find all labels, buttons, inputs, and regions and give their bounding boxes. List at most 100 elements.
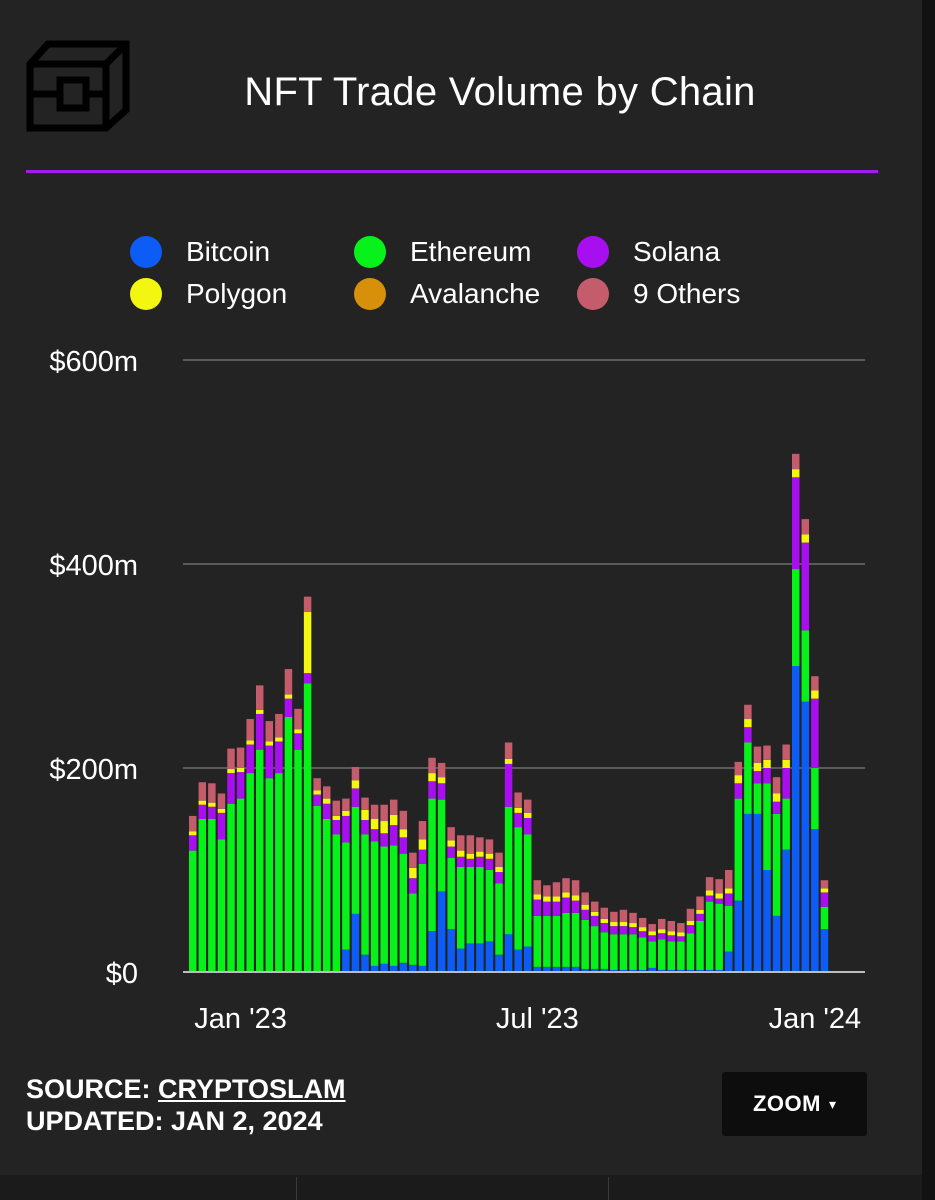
zoom-button[interactable]: ZOOM ▾: [722, 1072, 867, 1136]
bar-segment-ethereum: [342, 842, 350, 950]
bar-segment-ethereum: [533, 915, 542, 967]
bar-segment-ethereum: [792, 569, 800, 666]
bar-segment-solana: [256, 713, 264, 750]
bar-segment-polygon: [571, 895, 580, 901]
chart-footer: SOURCE: CRYPTOSLAM UPDATED: JAN 2, 2024: [26, 1073, 346, 1137]
legend-item-bitcoin[interactable]: Bitcoin: [130, 232, 270, 272]
bar-segment-solana: [409, 878, 417, 894]
bar-segment-bitcoin: [562, 966, 570, 972]
bar-segment-bitcoin: [524, 946, 532, 972]
updated-line: UPDATED: JAN 2, 2024: [26, 1106, 323, 1136]
bar-segment-9-others: [562, 878, 570, 893]
legend-label-bitcoin: Bitcoin: [186, 236, 271, 267]
bar-segment-ethereum: [619, 934, 628, 970]
bar-segment-bitcoin: [351, 913, 360, 972]
bar-segment-ethereum: [380, 846, 388, 964]
bar-segment-ethereum: [715, 903, 723, 970]
bar-segment-9-others: [696, 896, 704, 910]
bar-segment-9-others: [600, 907, 609, 919]
bar-segment-ethereum: [189, 850, 197, 972]
legend-item-polygon[interactable]: Polygon: [130, 274, 287, 314]
bar-segment-ethereum: [275, 773, 283, 972]
bar-segment-ethereum: [265, 778, 274, 972]
bar-segment-polygon: [294, 729, 302, 734]
bar-segment-9-others: [504, 742, 513, 759]
legend-label-ethereum: Ethereum: [410, 236, 532, 267]
bar-segment-9-others: [227, 748, 235, 770]
bar-segment-9-others: [217, 793, 226, 809]
legend-item-ethereum[interactable]: Ethereum: [354, 232, 531, 272]
bar-segment-9-others: [792, 453, 800, 470]
bar-segment-solana: [667, 935, 676, 942]
bar-segment-bitcoin: [658, 969, 666, 972]
legend-label-polygon: Polygon: [186, 278, 288, 309]
bar-segment-9-others: [753, 746, 762, 763]
bar-segment-polygon: [466, 853, 475, 859]
bar-segment-polygon: [485, 853, 494, 859]
bar-segment-solana: [763, 768, 771, 784]
legend-swatch-ethereum: [354, 236, 386, 268]
bar-segment-solana: [428, 781, 436, 799]
bar-segment-polygon: [552, 896, 561, 902]
bar-segment-polygon: [581, 904, 589, 910]
bar-segment-solana: [189, 835, 197, 851]
bar-segment-9-others: [638, 917, 647, 928]
bar-segment-ethereum: [581, 919, 589, 969]
bar-segment-9-others: [342, 798, 350, 811]
bar-segment-polygon: [409, 867, 417, 879]
bar-segment-9-others: [428, 757, 436, 774]
bar-segment-9-others: [351, 766, 360, 781]
bar-segment-9-others: [734, 761, 743, 776]
bar-segment-solana: [466, 858, 475, 867]
bar-segment-bitcoin: [543, 966, 551, 972]
bar-segment-ethereum: [734, 798, 743, 901]
bar-segment-9-others: [447, 827, 455, 841]
bar-segment-solana: [447, 846, 455, 858]
bar-segment-bitcoin: [667, 969, 676, 972]
bar-segment-ethereum: [763, 783, 771, 870]
legend-item-avalanche[interactable]: Avalanche: [354, 274, 540, 314]
bar-segment-9-others: [275, 713, 283, 738]
bar-segment-solana: [514, 812, 522, 828]
bar-segment-bitcoin: [504, 934, 513, 972]
bar-segment-solana: [399, 837, 408, 854]
bar-segment-9-others: [303, 596, 312, 612]
bar-segment-polygon: [189, 831, 197, 836]
x-tick-label: Jan '23: [194, 1003, 287, 1035]
legend-swatch-others: [577, 278, 609, 310]
bar-segment-ethereum: [648, 941, 656, 968]
bar-segment-9-others: [457, 835, 465, 851]
bar-segment-9-others: [744, 704, 752, 720]
bar-segment-ethereum: [428, 798, 436, 932]
bar-segment-bitcoin: [514, 949, 522, 972]
bar-segment-polygon: [725, 888, 733, 894]
bar-segment-solana: [562, 897, 570, 913]
bar-segment-ethereum: [332, 834, 341, 972]
bar-segment-polygon: [648, 931, 656, 936]
bar-segment-bitcoin: [753, 813, 762, 972]
bar-segment-ethereum: [801, 630, 810, 702]
bar-segment-bitcoin: [581, 968, 589, 972]
legend-item-solana[interactable]: Solana: [577, 232, 720, 272]
bar-segment-polygon: [811, 690, 819, 699]
bar-segment-polygon: [457, 850, 465, 857]
bar-segment-polygon: [782, 759, 790, 768]
bar-segment-ethereum: [495, 883, 503, 955]
bar-segment-polygon: [715, 893, 723, 899]
source-link[interactable]: CRYPTOSLAM: [158, 1074, 346, 1104]
bar-segment-solana: [638, 931, 647, 938]
bar-segment-polygon: [610, 922, 618, 927]
bar-segment-polygon: [658, 929, 666, 934]
bar-segment-bitcoin: [725, 951, 733, 972]
bar-segment-bitcoin: [715, 969, 723, 972]
bar-segment-polygon: [820, 888, 829, 893]
bar-segment-solana: [744, 727, 752, 743]
bar-segment-9-others: [552, 882, 561, 897]
legend-item-others[interactable]: 9 Others: [577, 274, 740, 314]
bar-segment-ethereum: [284, 717, 293, 972]
bar-segment-polygon: [323, 798, 331, 804]
bar-segment-9-others: [524, 799, 532, 813]
chevron-down-icon: ▾: [828, 1095, 837, 1112]
bar-segment-solana: [294, 733, 302, 750]
bar-segment-solana: [323, 803, 331, 819]
